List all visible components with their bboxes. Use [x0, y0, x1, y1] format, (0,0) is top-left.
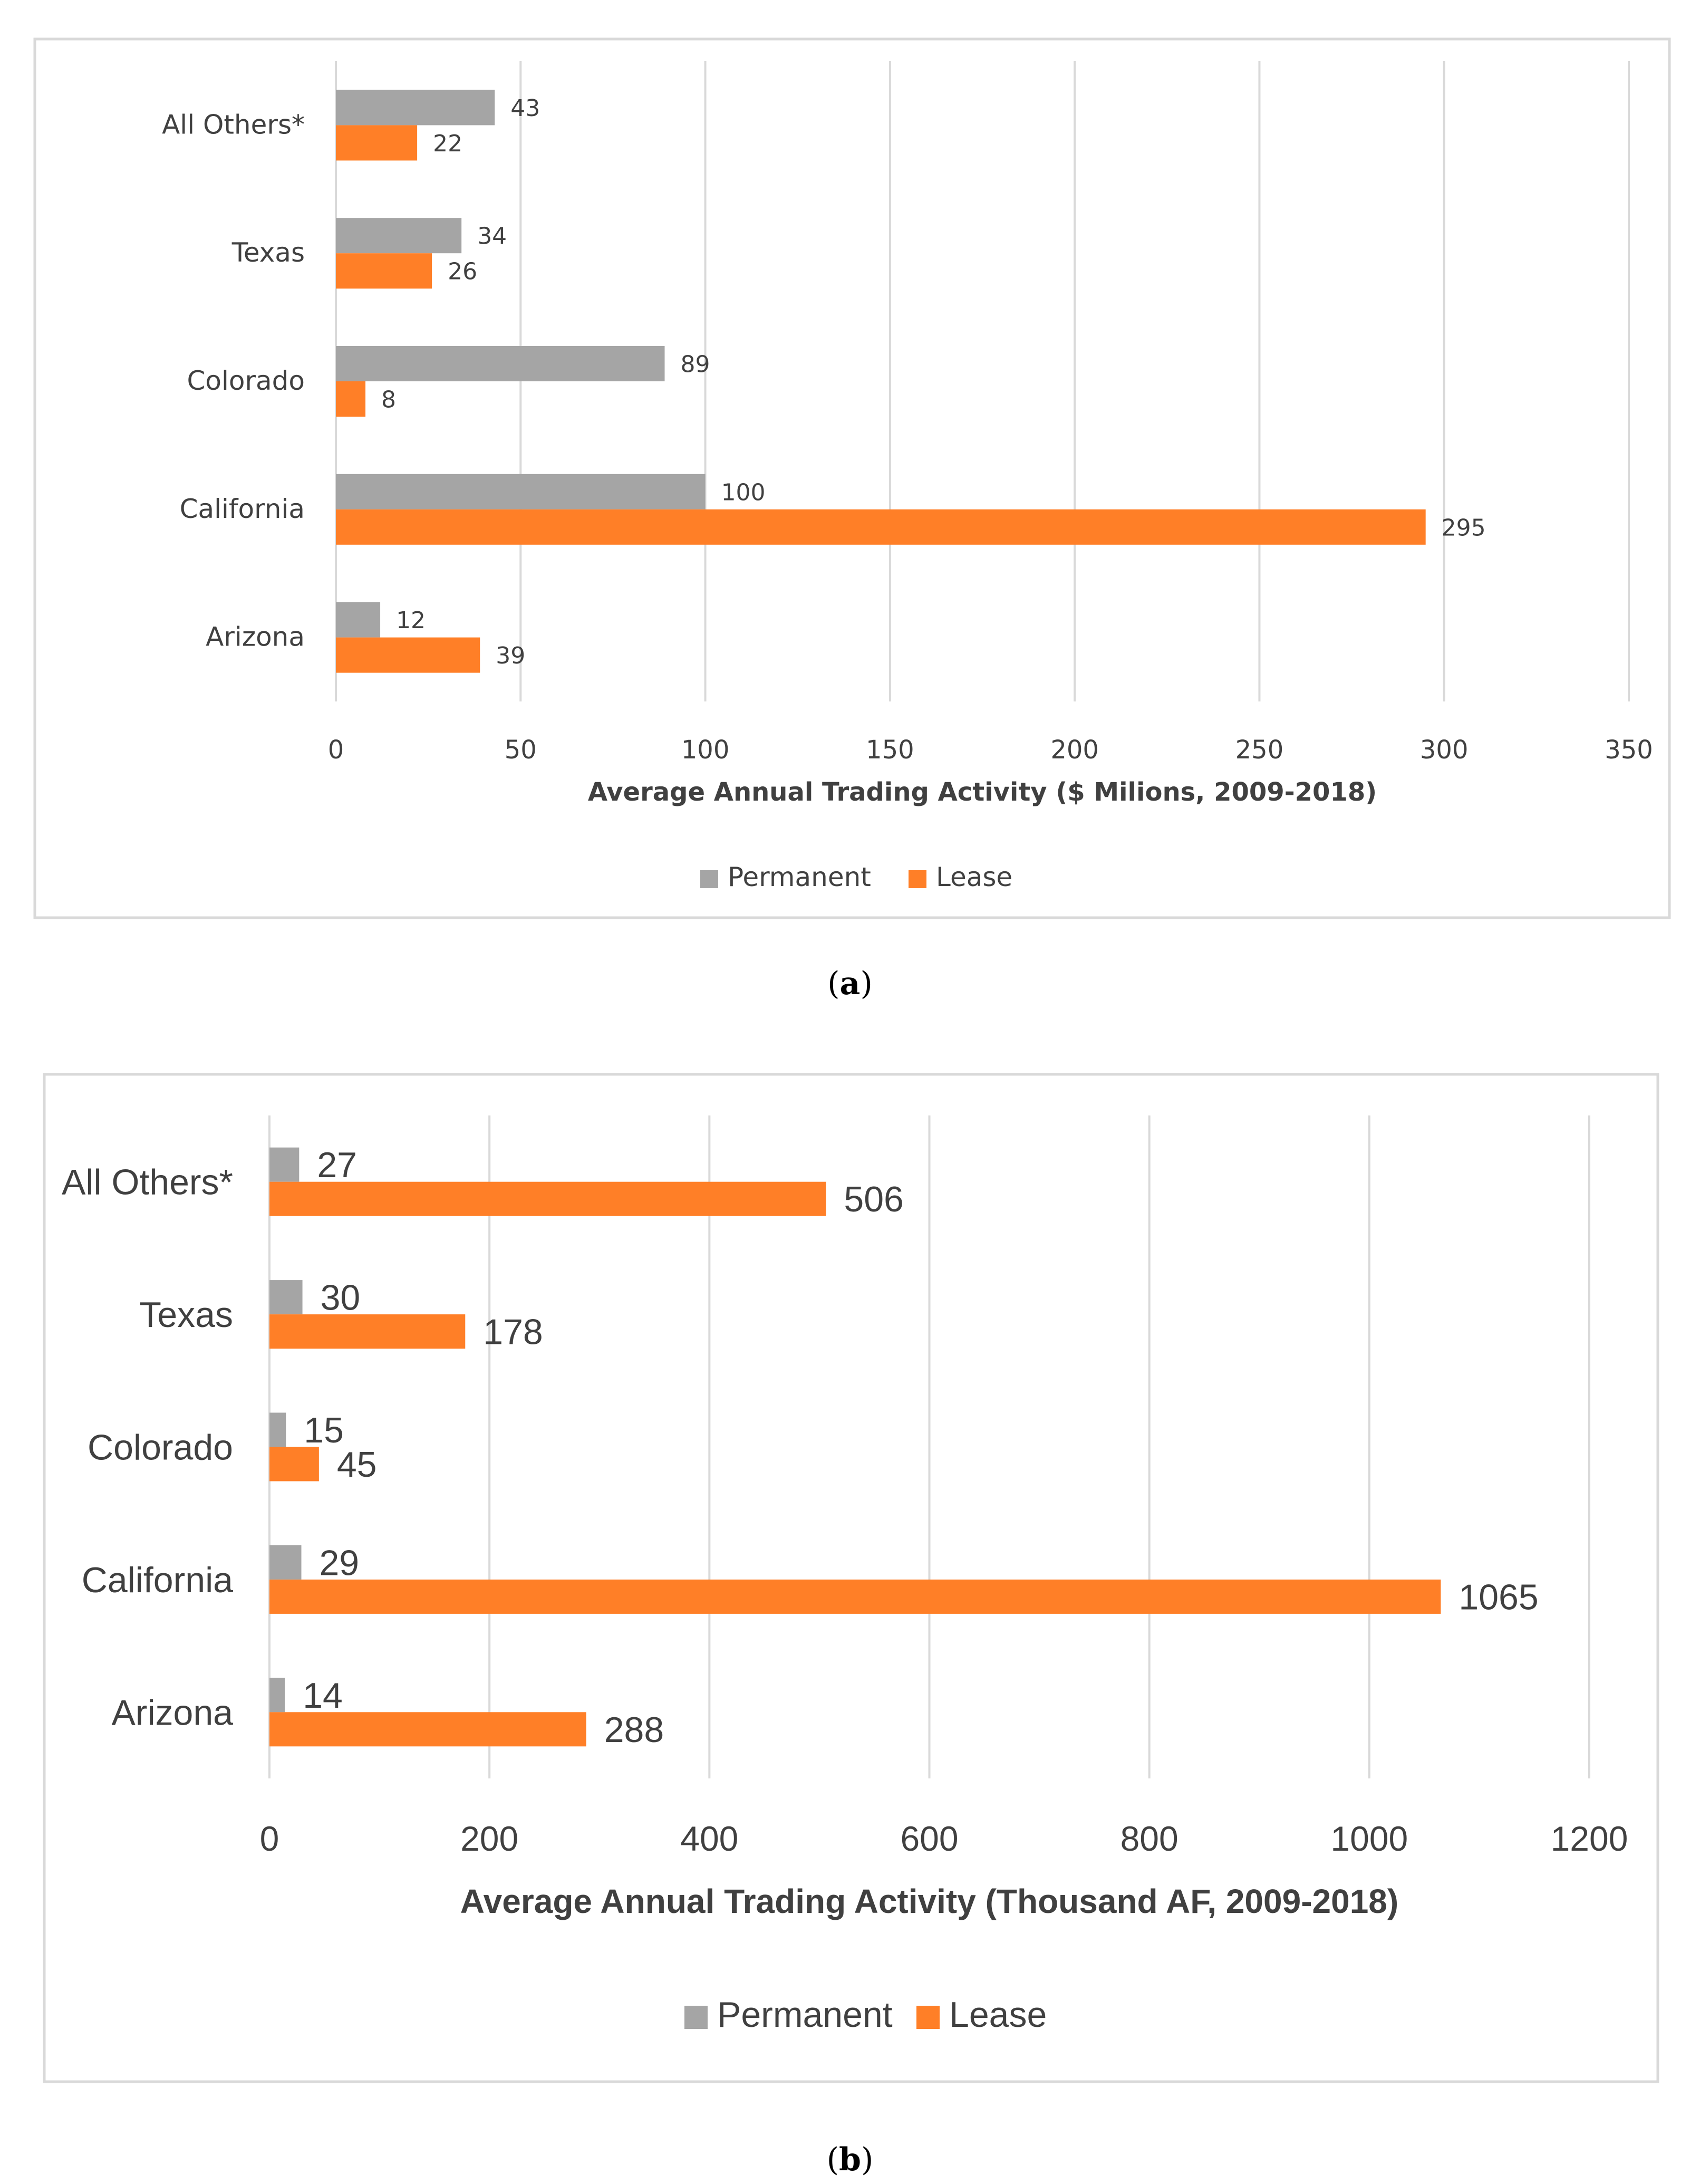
chart-b-tick-label: 600 [900, 1819, 958, 1858]
chart-a-bar-lease-colorado [336, 381, 366, 417]
chart-b-bar-permanent-all-others [269, 1147, 300, 1182]
chart-b-value-label-lease-colorado: 45 [337, 1445, 377, 1485]
chart-a-tick-label: 0 [328, 735, 344, 765]
chart-b-tick-label: 200 [460, 1819, 518, 1858]
chart-b-tick-label: 1200 [1551, 1819, 1628, 1858]
chart-b-value-label-lease-arizona: 288 [604, 1710, 664, 1750]
chart-a-legend-label-lease: Lease [936, 862, 1012, 892]
chart-b-bar-lease-all-others [269, 1181, 826, 1216]
chart-a-value-label-lease-all-others: 22 [433, 130, 462, 157]
chart-b-bar-lease-texas [269, 1314, 466, 1349]
chart-a-tick-label: 100 [681, 735, 730, 765]
chart-b-bar-lease-colorado [269, 1447, 319, 1481]
chart-a-value-label-permanent-colorado: 89 [681, 351, 710, 378]
chart-b-bar-permanent-california [269, 1545, 302, 1580]
chart-b-value-label-lease-texas: 178 [483, 1312, 543, 1352]
chart-b-bar-permanent-arizona [269, 1678, 285, 1712]
chart-a-category-label-arizona: Arizona [206, 622, 305, 652]
chart-a-legend-swatch-permanent [700, 870, 718, 888]
chart-a-value-label-lease-texas: 26 [448, 258, 477, 285]
chart-a: 0 50 100 150 200 250 300 350 All Others* 43 22 Texa… [33, 37, 1671, 919]
chart-a-tick-label: 350 [1605, 735, 1653, 765]
chart-a-value-label-permanent-arizona: 12 [396, 607, 426, 634]
chart-a-tick-label: 250 [1235, 735, 1284, 765]
chart-a-bar-permanent-arizona [336, 602, 381, 638]
chart-a-tick-label: 50 [505, 735, 537, 765]
chart-b-legend-swatch-permanent [684, 2006, 708, 2029]
chart-b-category-label-california: California [82, 1560, 233, 1600]
chart-a-value-label-lease-california: 295 [1442, 514, 1486, 541]
chart-a-value-label-lease-colorado: 8 [381, 387, 396, 413]
caption-a: (a) [827, 965, 873, 1002]
chart-b-value-label-permanent-arizona: 14 [303, 1676, 343, 1716]
chart-b-value-label-lease-all-others: 506 [844, 1179, 903, 1219]
chart-a-value-label-permanent-california: 100 [721, 479, 766, 506]
chart-a-bar-lease-texas [336, 253, 432, 289]
chart-a-legend-label-permanent: Permanent [728, 862, 871, 892]
chart-b-axis-title: Average Annual Trading Activity (Thousan… [460, 1882, 1398, 1920]
chart-b-legend-swatch-lease [916, 2006, 940, 2029]
chart-b-tick-label: 800 [1121, 1819, 1179, 1858]
caption-b: (b) [826, 2141, 874, 2178]
chart-b-bar-permanent-texas [269, 1280, 303, 1315]
chart-a-bar-permanent-colorado [336, 346, 665, 381]
chart-b-value-label-permanent-colorado: 15 [304, 1410, 344, 1450]
chart-a-bar-permanent-all-others [336, 90, 495, 126]
chart-a-bar-lease-arizona [336, 637, 480, 673]
chart-b-value-label-permanent-california: 29 [319, 1543, 359, 1583]
chart-a-value-label-permanent-all-others: 43 [510, 95, 540, 122]
chart-b-frame [43, 1073, 1659, 2083]
chart-a-bar-permanent-california [336, 474, 706, 509]
chart-b-tick-label: 0 [260, 1819, 279, 1858]
chart-a-category-label-texas: Texas [231, 237, 305, 268]
chart-a-value-label-permanent-texas: 34 [477, 223, 507, 250]
chart-b-value-label-lease-california: 1065 [1458, 1577, 1538, 1617]
chart-b-bar-permanent-colorado [269, 1412, 286, 1447]
chart-b-legend-label-lease: Lease [949, 1995, 1047, 2035]
chart-b-value-label-permanent-texas: 30 [321, 1278, 361, 1318]
chart-a-category-label-california: California [180, 494, 305, 524]
chart-a-frame [33, 37, 1671, 919]
chart-b-bar-lease-arizona [269, 1712, 586, 1747]
chart-a-category-label-all-others: All Others* [162, 109, 305, 140]
chart-a-bar-lease-california [336, 509, 1426, 545]
chart-b-category-label-arizona: Arizona [111, 1692, 233, 1733]
chart-b-category-label-colorado: Colorado [88, 1428, 233, 1468]
chart-a-tick-label: 200 [1050, 735, 1099, 765]
chart-a-legend-swatch-lease [909, 870, 926, 888]
chart-a-axis-title: Average Annual Trading Activity ($ Milio… [588, 777, 1377, 807]
chart-b: 0 200 400 600 800 1000 1200 All Others* 27 506 Tex… [43, 1073, 1659, 2083]
chart-a-bar-permanent-texas [336, 218, 462, 254]
chart-b-category-label-texas: Texas [139, 1295, 233, 1335]
chart-b-category-label-all-others: All Others* [62, 1162, 233, 1202]
chart-a-value-label-lease-arizona: 39 [496, 642, 525, 669]
chart-a-tick-label: 300 [1420, 735, 1469, 765]
chart-a-bar-lease-all-others [336, 125, 418, 161]
chart-b-value-label-permanent-all-others: 27 [317, 1145, 357, 1185]
chart-a-category-label-colorado: Colorado [187, 365, 305, 396]
chart-b-bar-lease-california [269, 1579, 1441, 1614]
chart-b-tick-label: 1000 [1330, 1819, 1408, 1858]
chart-b-legend-label-permanent: Permanent [717, 1995, 893, 2035]
chart-b-tick-label: 400 [680, 1819, 738, 1858]
chart-a-tick-label: 150 [866, 735, 914, 765]
